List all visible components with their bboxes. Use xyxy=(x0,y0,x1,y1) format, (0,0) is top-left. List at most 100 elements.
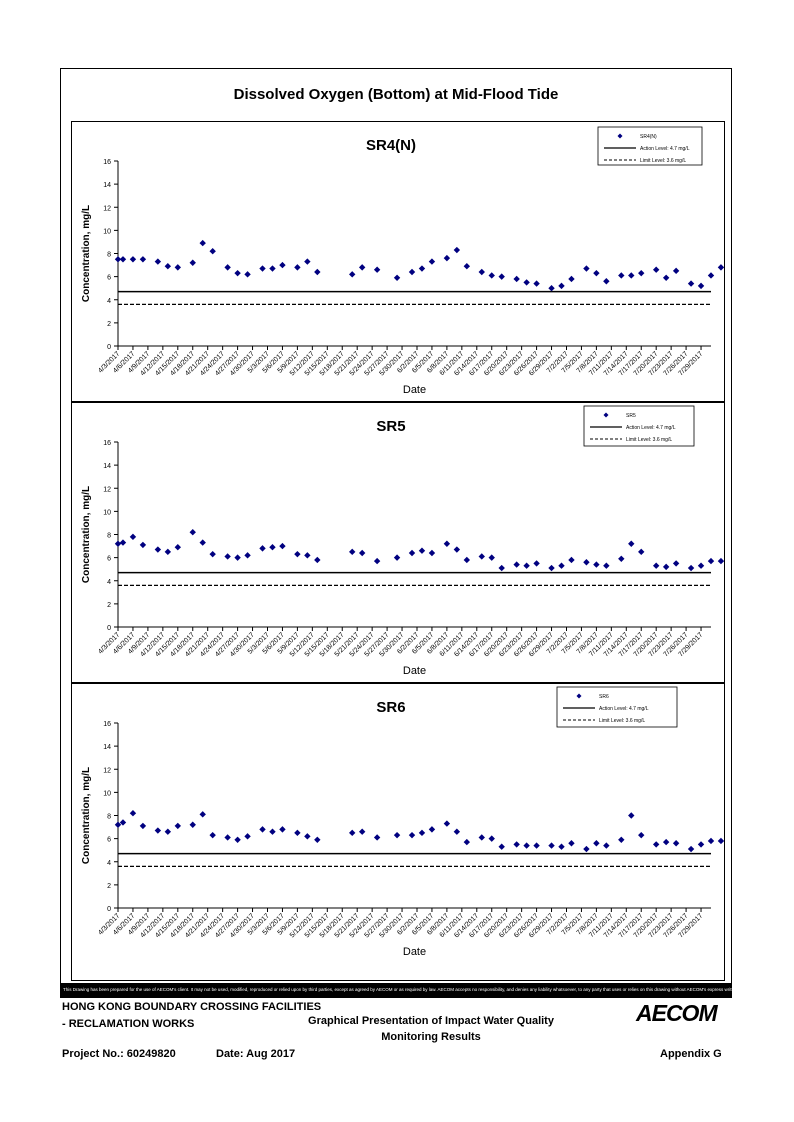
legend-label-limit: Limit Level: 3.6 mg/L xyxy=(599,718,645,724)
data-point xyxy=(224,264,231,271)
data-point xyxy=(717,837,725,845)
data-point xyxy=(568,840,575,847)
data-point xyxy=(154,827,162,834)
y-tick-label: 6 xyxy=(107,275,111,282)
data-point xyxy=(568,556,575,564)
data-point xyxy=(189,821,196,828)
data-point xyxy=(628,812,635,819)
x-axis-label: Date xyxy=(403,384,426,396)
data-point xyxy=(393,274,401,281)
y-axis-label: Concentration, mg/L xyxy=(81,767,92,864)
y-tick-label: 16 xyxy=(103,721,111,728)
data-point xyxy=(697,841,705,848)
data-point xyxy=(453,246,461,254)
data-point xyxy=(593,269,600,277)
data-point xyxy=(119,256,127,263)
data-point xyxy=(662,274,670,281)
data-point xyxy=(687,564,695,572)
aecom-logo: AECOM xyxy=(636,1000,718,1026)
y-tick-label: 2 xyxy=(107,321,111,328)
data-point xyxy=(463,838,471,846)
legend-label-limit: Limit Level: 3.6 mg/L xyxy=(640,158,686,164)
data-point xyxy=(583,845,590,853)
data-point xyxy=(717,557,725,565)
data-point xyxy=(533,842,540,849)
chart-sr5: SR5 SR5 Action Level: 4.7 mg/L Limit Level:… xyxy=(71,402,725,683)
data-point xyxy=(408,549,416,557)
data-point xyxy=(548,564,555,572)
x-axis-label: Date xyxy=(403,946,426,958)
data-point xyxy=(603,842,610,849)
legend-box xyxy=(556,686,678,728)
y-tick-label: 2 xyxy=(107,883,111,890)
data-point xyxy=(314,268,321,276)
data-point xyxy=(662,838,670,846)
data-point xyxy=(548,842,555,849)
data-point xyxy=(418,547,426,554)
data-point xyxy=(244,833,251,840)
data-point xyxy=(662,563,670,571)
y-tick-label: 12 xyxy=(103,486,111,493)
data-point xyxy=(269,544,276,551)
data-point xyxy=(418,829,426,837)
data-point xyxy=(707,272,715,279)
legend-label-series: SR4(N) xyxy=(640,134,657,140)
y-tick-label: 8 xyxy=(107,252,111,259)
chart-sr6: SR6 SR6 Action Level: 4.7 mg/L Limit Level:… xyxy=(71,683,725,981)
data-point xyxy=(349,829,356,837)
data-point xyxy=(174,822,181,830)
data-point xyxy=(583,265,590,272)
y-tick-label: 10 xyxy=(103,790,111,797)
data-point xyxy=(224,834,231,841)
data-point xyxy=(652,266,660,273)
data-point xyxy=(488,554,495,561)
data-point xyxy=(119,819,127,826)
chart-sr4n: SR4(N) SR4(N) Action Level: 4.7 mg/L Limit … xyxy=(71,121,725,402)
data-point xyxy=(358,828,366,835)
data-point xyxy=(603,562,610,569)
data-point xyxy=(154,546,162,553)
y-axis-label: Concentration, mg/L xyxy=(81,205,92,302)
data-point xyxy=(707,557,715,565)
data-point xyxy=(189,259,196,266)
y-tick-label: 10 xyxy=(103,509,111,516)
y-tick-label: 8 xyxy=(107,533,111,540)
drawing-date: Date: Aug 2017 xyxy=(216,1048,296,1060)
legend-label-series: SR6 xyxy=(599,694,609,700)
y-tick-label: 14 xyxy=(103,463,111,470)
data-point xyxy=(697,282,705,290)
data-point xyxy=(478,834,485,841)
data-point xyxy=(129,809,137,817)
data-point xyxy=(304,833,311,840)
data-point xyxy=(583,559,590,566)
data-point xyxy=(443,540,451,547)
data-point xyxy=(618,836,625,843)
data-point xyxy=(119,539,127,546)
data-point xyxy=(697,562,705,569)
data-point xyxy=(548,284,555,292)
y-tick-label: 12 xyxy=(103,205,111,212)
legend-label-action: Action Level: 4.7 mg/L xyxy=(599,706,649,712)
data-point xyxy=(164,263,172,270)
data-point xyxy=(349,548,356,556)
data-point xyxy=(164,548,172,556)
data-point xyxy=(279,542,286,550)
data-point xyxy=(638,831,645,839)
data-point xyxy=(558,282,565,290)
data-point xyxy=(154,258,162,265)
data-point xyxy=(209,247,216,255)
data-point xyxy=(443,820,451,827)
y-tick-label: 6 xyxy=(107,837,111,844)
data-point xyxy=(687,845,695,853)
data-point xyxy=(428,826,436,833)
legend-box xyxy=(597,126,703,166)
data-point xyxy=(393,554,401,561)
data-point xyxy=(358,264,366,271)
data-point xyxy=(304,552,311,559)
data-point xyxy=(687,280,695,287)
legend-marker xyxy=(617,133,623,139)
data-point xyxy=(453,546,461,553)
data-point xyxy=(638,548,645,556)
data-point xyxy=(244,552,251,559)
data-point xyxy=(652,562,660,569)
